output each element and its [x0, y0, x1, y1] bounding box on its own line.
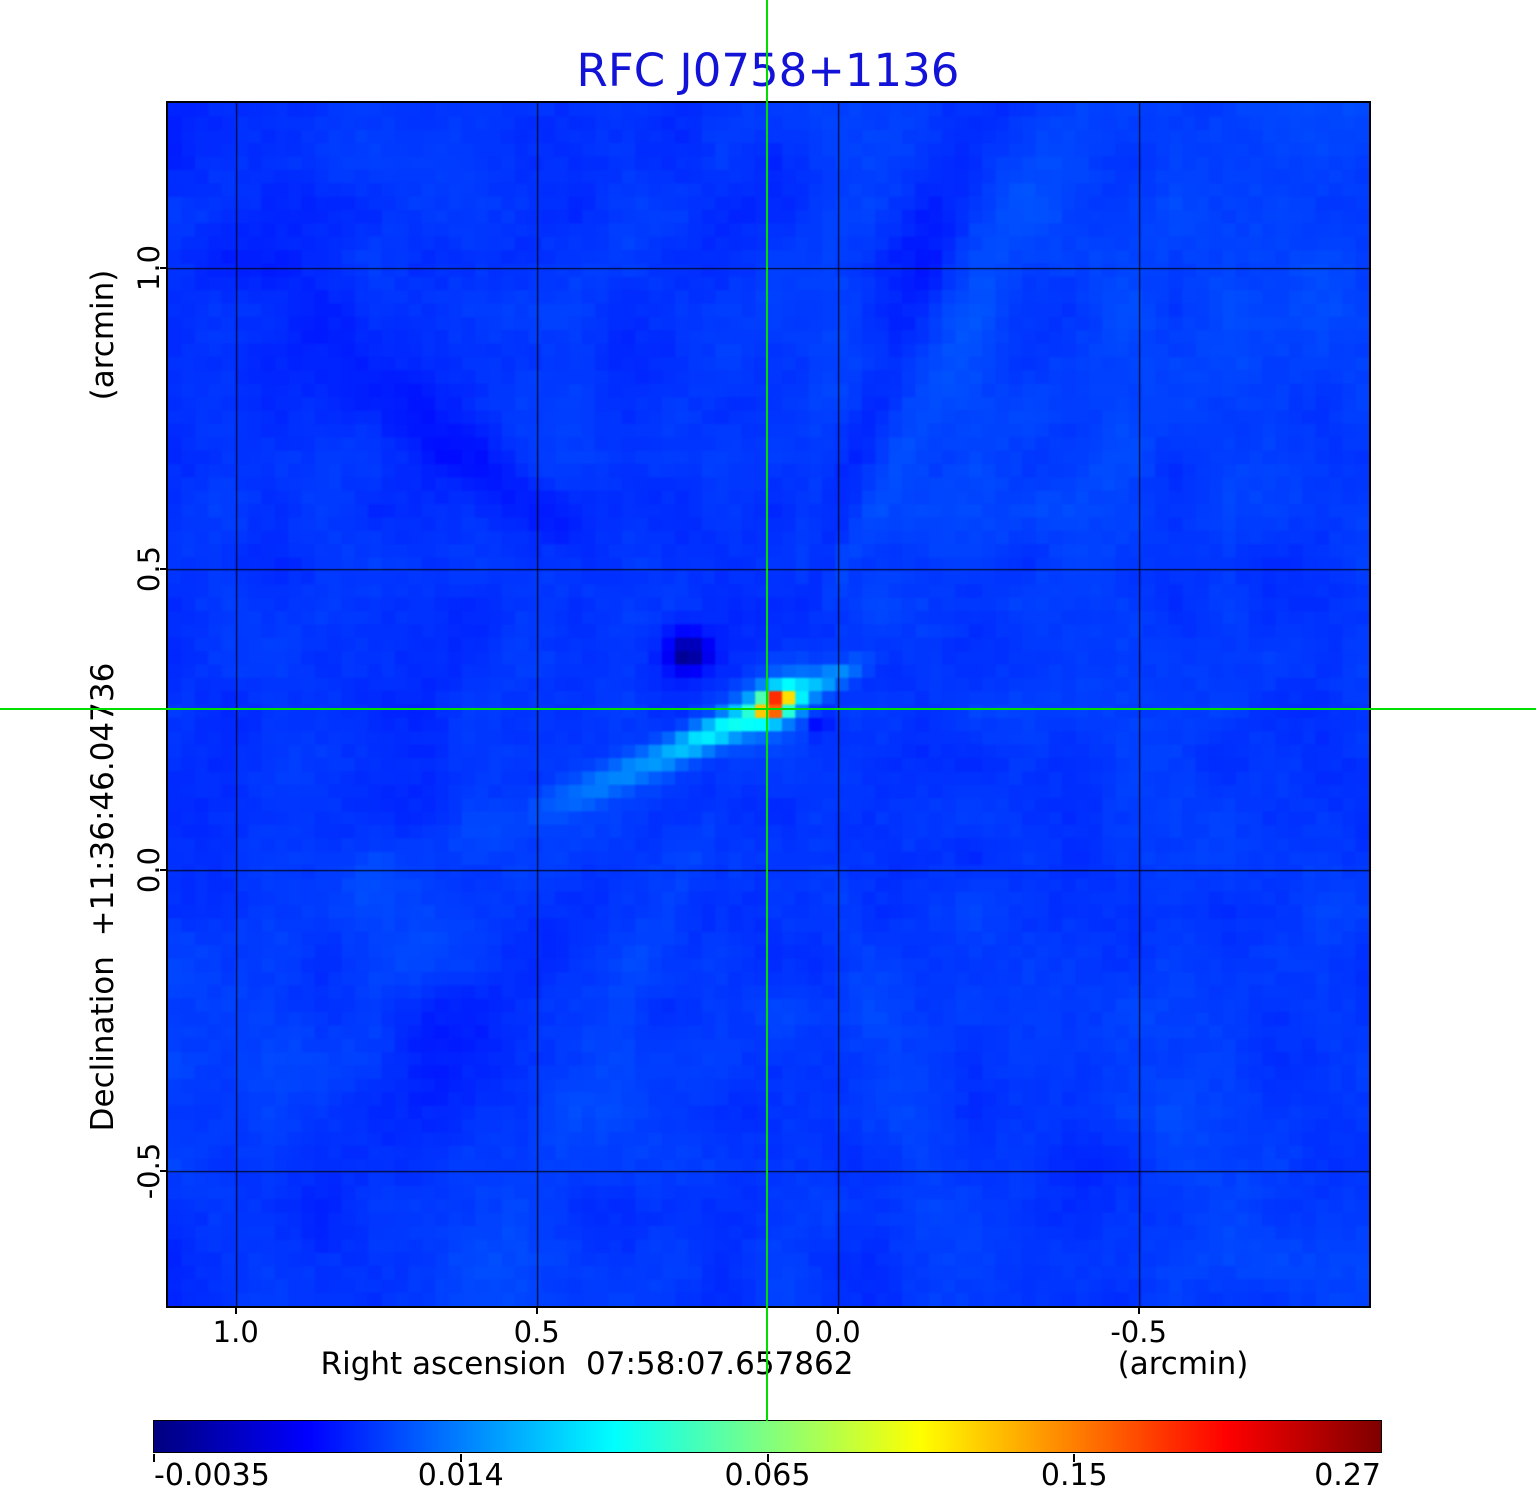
y-tick-mark-1.0: [160, 266, 166, 269]
colorbar-tick-label-0.065: 0.065: [724, 1458, 811, 1493]
x-tick-mark-1.0: [234, 1308, 237, 1314]
colorbar-tick-label-0.15: 0.15: [1040, 1458, 1108, 1493]
x-tick-label--0.5: -0.5: [1110, 1315, 1167, 1349]
y-tick-mark--0.5: [160, 1169, 166, 1172]
x-tick-mark-0.0: [836, 1308, 839, 1314]
x-tick-mark--0.5: [1137, 1308, 1140, 1314]
crosshair-horizontal-line: [0, 708, 1536, 710]
y-tick-mark-0.0: [160, 868, 166, 871]
colorbar-gradient: [154, 1421, 1381, 1452]
colorbar-tick-label-0.014: 0.014: [417, 1458, 504, 1493]
x-tick-label-0.5: 0.5: [513, 1315, 560, 1349]
colorbar-tick-label-0.27: 0.27: [1314, 1458, 1381, 1493]
figure-title: RFC J0758+1136: [576, 44, 960, 97]
x-axis-title: Right ascension 07:58:07.657862: [320, 1346, 854, 1382]
sky-map-plot: [166, 101, 1371, 1308]
colorbar-tick-mark--0.0035: [153, 1454, 155, 1462]
sky-map-image: [168, 103, 1369, 1306]
crosshair-vertical-line: [766, 0, 768, 1421]
y-axis-title: Declination +11:36:46.04736: [85, 662, 121, 1132]
colorbar: [153, 1420, 1382, 1453]
x-tick-label-1.0: 1.0: [212, 1315, 259, 1349]
y-axis-unit: (arcmin): [85, 269, 121, 401]
y-tick-mark-0.5: [160, 567, 166, 570]
x-tick-mark-0.5: [535, 1308, 538, 1314]
colorbar-tick-mark-0.15: [1073, 1454, 1076, 1462]
colorbar-tick-label--0.0035: -0.0035: [154, 1458, 270, 1493]
x-tick-label-0.0: 0.0: [814, 1315, 861, 1349]
colorbar-tick-mark-0.014: [459, 1454, 462, 1462]
colorbar-tick-mark-0.065: [766, 1454, 769, 1462]
x-axis-unit: (arcmin): [1117, 1346, 1249, 1382]
